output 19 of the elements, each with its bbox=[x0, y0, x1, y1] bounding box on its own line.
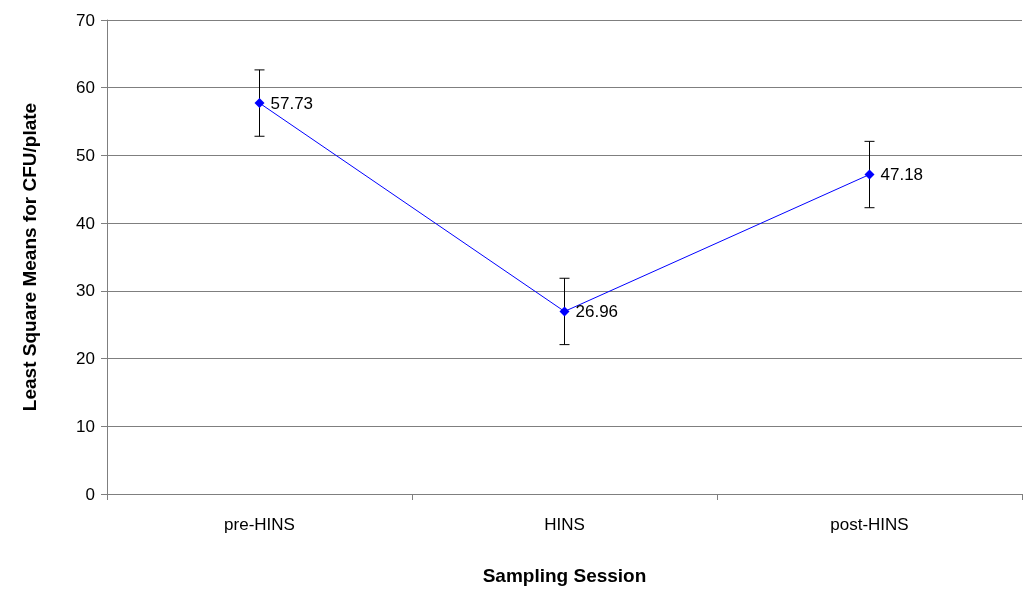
x-tick-label: post-HINS bbox=[830, 515, 909, 534]
point bbox=[559, 306, 570, 317]
y-axis-title: Least Square Means for CFU/plate bbox=[19, 102, 40, 412]
y-tick-label: 30 bbox=[76, 281, 95, 301]
data-label: 57.73 bbox=[270, 93, 314, 113]
point bbox=[254, 98, 265, 109]
y-tick-label: 40 bbox=[76, 213, 95, 233]
y-tick-label: 60 bbox=[76, 78, 95, 98]
x-axis-title: Sampling Session bbox=[482, 565, 647, 586]
point bbox=[864, 169, 875, 180]
y-tick-label: 0 bbox=[85, 484, 95, 504]
y-tick-label: 70 bbox=[76, 10, 95, 30]
x-tick-label: pre-HINS bbox=[224, 515, 295, 534]
y-tick-label: 10 bbox=[76, 416, 95, 436]
y-tick-label: 20 bbox=[76, 349, 95, 369]
y-tick-label: 50 bbox=[76, 145, 95, 165]
x-tick-label: HINS bbox=[544, 515, 585, 534]
data-label: 47.18 bbox=[880, 165, 924, 185]
data-label: 26.96 bbox=[575, 301, 619, 321]
